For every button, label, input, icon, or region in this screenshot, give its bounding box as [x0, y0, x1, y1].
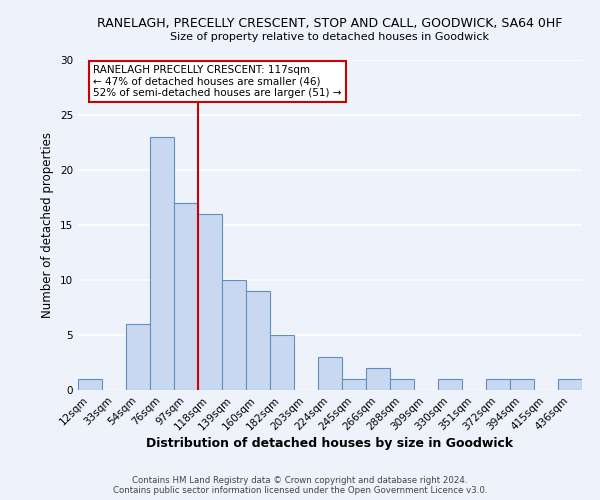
Bar [222, 280, 246, 390]
Bar [270, 335, 294, 390]
Text: Contains HM Land Registry data © Crown copyright and database right 2024.
Contai: Contains HM Land Registry data © Crown c… [113, 476, 487, 495]
Bar [174, 203, 198, 390]
Bar [198, 214, 222, 390]
Text: RANELAGH PRECELLY CRESCENT: 117sqm
← 47% of detached houses are smaller (46)
52%: RANELAGH PRECELLY CRESCENT: 117sqm ← 47%… [93, 65, 341, 98]
Bar [78, 379, 102, 390]
Text: Size of property relative to detached houses in Goodwick: Size of property relative to detached ho… [170, 32, 490, 42]
Text: RANELAGH, PRECELLY CRESCENT, STOP AND CALL, GOODWICK, SA64 0HF: RANELAGH, PRECELLY CRESCENT, STOP AND CA… [97, 18, 563, 30]
Y-axis label: Number of detached properties: Number of detached properties [41, 132, 55, 318]
Bar [510, 379, 534, 390]
Bar [390, 379, 414, 390]
Bar [318, 357, 342, 390]
Bar [486, 379, 510, 390]
Bar [438, 379, 462, 390]
Bar [246, 291, 270, 390]
Bar [342, 379, 366, 390]
X-axis label: Distribution of detached houses by size in Goodwick: Distribution of detached houses by size … [146, 438, 514, 450]
Bar [366, 368, 390, 390]
Bar [150, 137, 174, 390]
Bar [126, 324, 150, 390]
Bar [558, 379, 582, 390]
